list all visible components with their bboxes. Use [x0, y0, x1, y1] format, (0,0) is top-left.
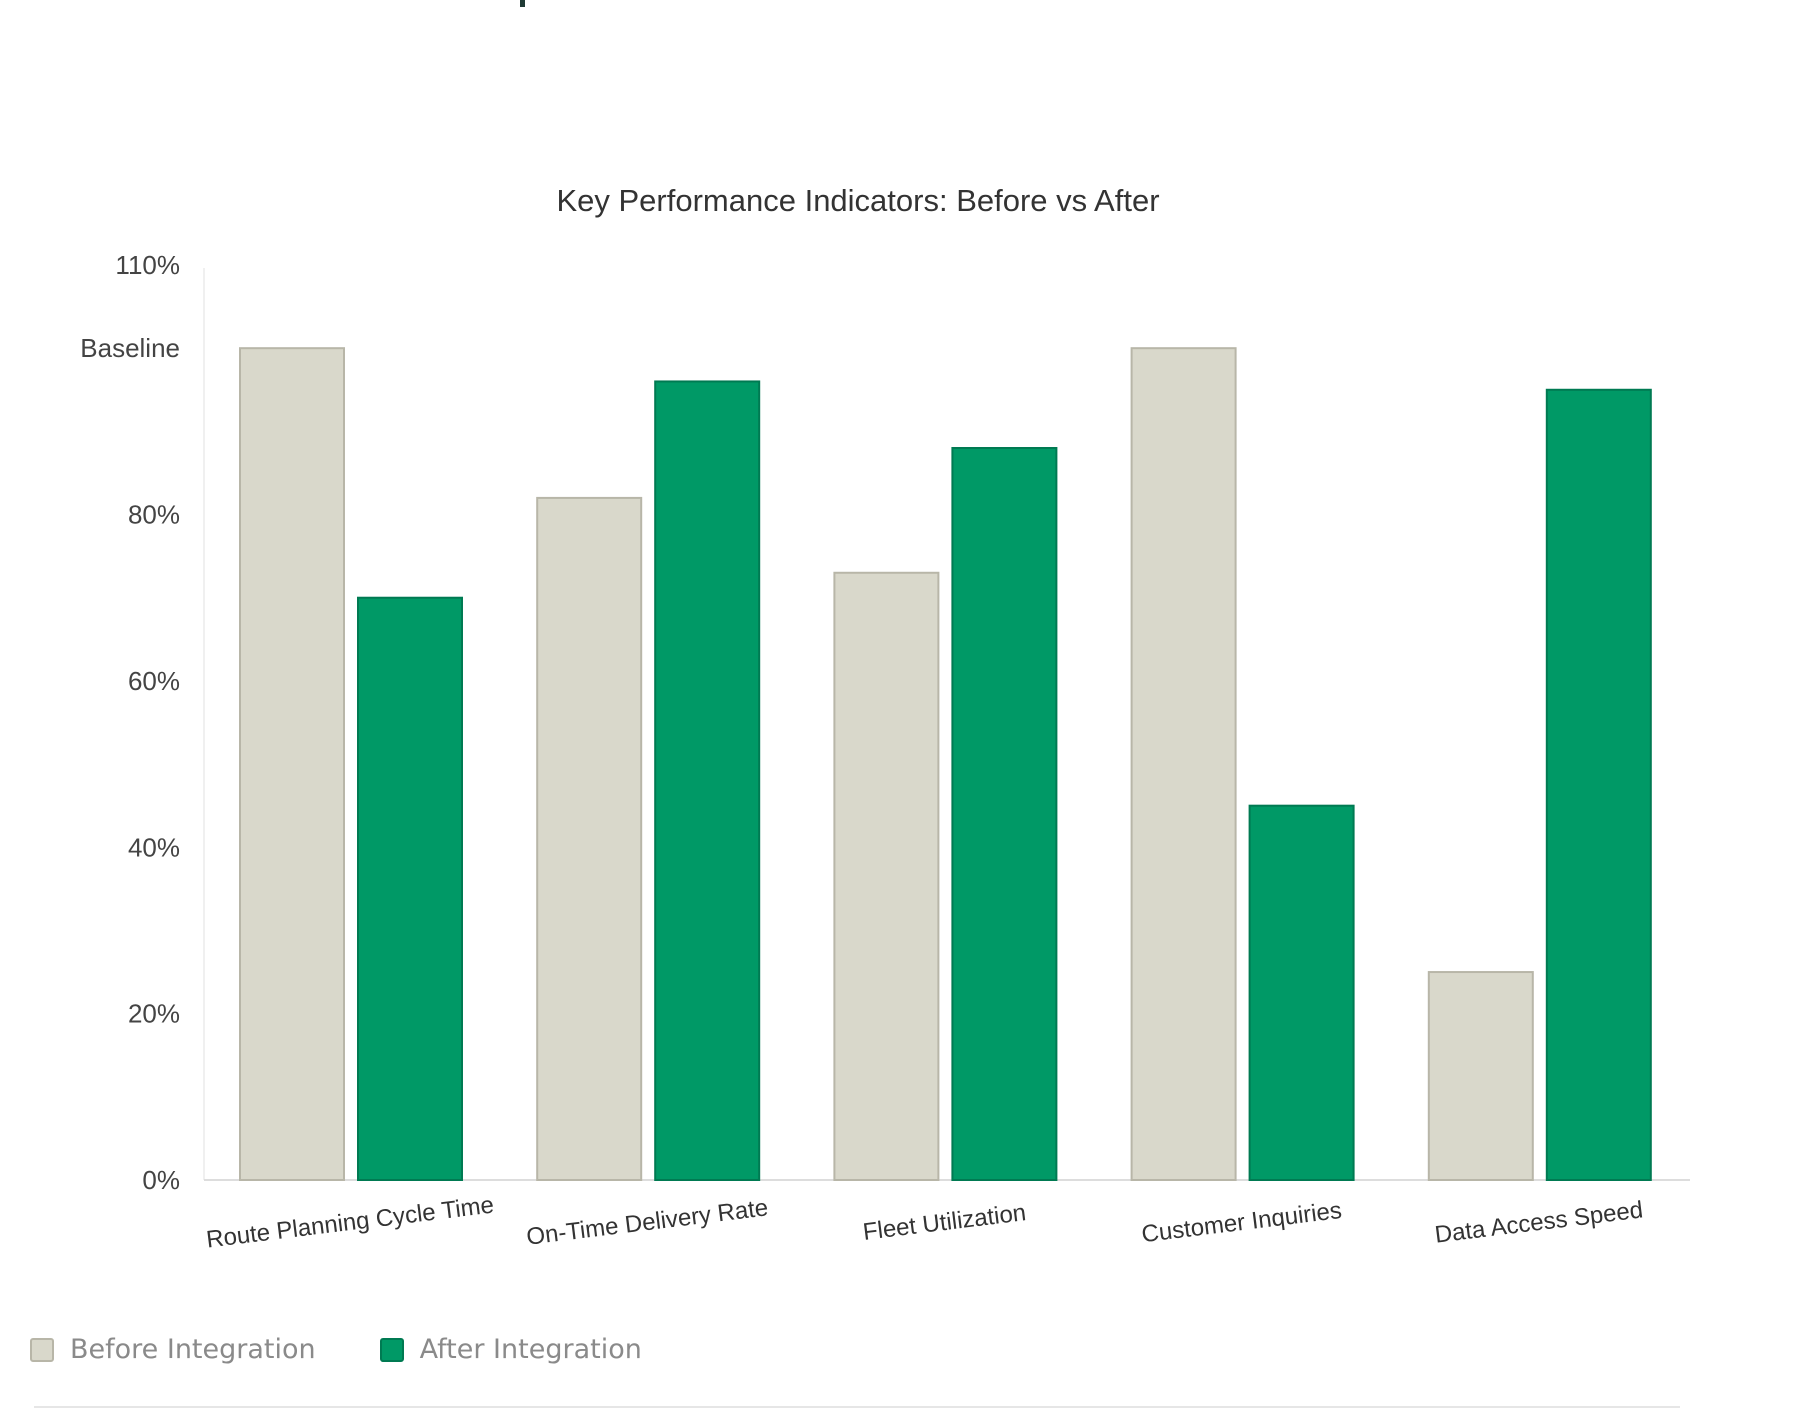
bar-after-0[interactable] — [357, 596, 463, 1181]
legend-label-after: After Integration — [419, 1334, 642, 1365]
bars — [239, 347, 1652, 1182]
bar-after-1[interactable] — [654, 380, 761, 1182]
y-tick-label: 60% — [128, 666, 180, 696]
bar-before-0[interactable] — [239, 347, 345, 1181]
bar-before-3[interactable] — [1130, 347, 1237, 1181]
bar-after-2[interactable] — [951, 447, 1058, 1181]
x-category-label: On-Time Delivery Rate — [525, 1194, 770, 1250]
x-category-label: Customer Inquiries — [1140, 1197, 1343, 1248]
bar-after-3[interactable] — [1248, 804, 1355, 1181]
y-tick-label: 0% — [142, 1165, 180, 1195]
y-axis-ticks: 0% 20% 40% 60% 80% Baseline 110% — [80, 250, 180, 1195]
y-tick-label: 40% — [128, 832, 180, 862]
legend-item-after[interactable]: After Integration — [379, 1334, 642, 1365]
cropped-header-fragment — [520, 0, 525, 7]
x-category-label: Data Access Speed — [1433, 1196, 1644, 1248]
bar-before-1[interactable] — [536, 496, 643, 1181]
category-labels: Route Planning Cycle Time On-Time Deliver… — [205, 1192, 1645, 1254]
x-category-label: Route Planning Cycle Time — [205, 1192, 496, 1254]
legend-swatch-after — [379, 1337, 404, 1362]
legend: Before Integration After Integration — [30, 1334, 706, 1365]
x-category-label: Fleet Utilization — [861, 1199, 1027, 1246]
chart-title: Key Performance Indicators: Before vs Af… — [556, 183, 1159, 218]
legend-label-before: Before Integration — [70, 1334, 316, 1365]
legend-swatch-before — [30, 1337, 54, 1362]
y-tick-label: 20% — [128, 999, 180, 1029]
bar-before-2[interactable] — [833, 571, 940, 1181]
bottom-divider — [34, 1406, 1680, 1408]
bar-before-4[interactable] — [1427, 971, 1534, 1182]
y-tick-label: Baseline — [80, 333, 180, 363]
y-tick-label: 80% — [128, 500, 180, 530]
legend-item-before[interactable]: Before Integration — [30, 1334, 316, 1365]
bar-after-4[interactable] — [1545, 388, 1652, 1182]
y-tick-label: 110% — [115, 250, 180, 280]
